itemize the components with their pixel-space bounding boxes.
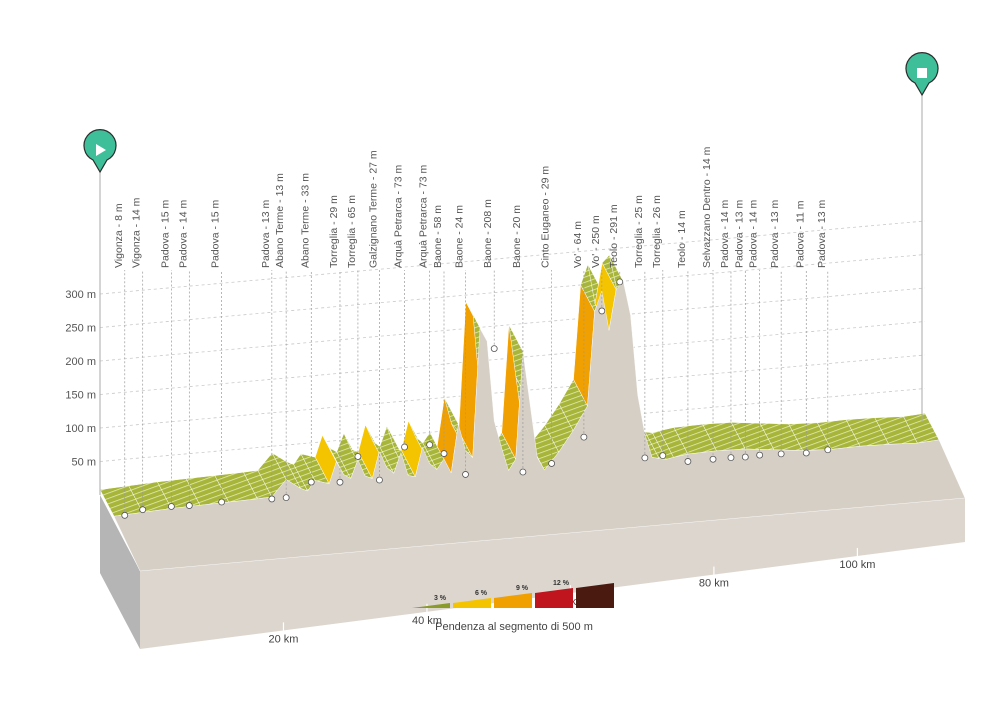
legend-percent: 3 %	[434, 595, 447, 602]
waypoint-dot	[185, 502, 193, 509]
waypoint-label: Abano Terme - 13 m	[274, 173, 286, 268]
waypoint-dot	[167, 503, 175, 510]
waypoint-dot	[616, 278, 624, 286]
waypoint-dot	[401, 443, 408, 451]
waypoint-label: Baone - 20 m	[511, 205, 523, 268]
waypoint-label: Abano Terme - 33 m	[299, 173, 311, 268]
waypoint-label: Arquà Petrarca - 73 m	[393, 164, 405, 268]
waypoint-dot	[824, 446, 832, 454]
waypoint-dot	[336, 478, 344, 486]
waypoint-label: Padova - 13 m	[769, 199, 781, 268]
waypoint-label: Torreglia - 29 m	[328, 195, 340, 268]
y-tick-label: 100 m	[65, 423, 96, 435]
waypoint-dot	[548, 460, 556, 467]
waypoint-dot	[756, 451, 764, 459]
waypoint-label: Teolo - 291 m	[608, 204, 620, 268]
waypoint-label: Galzignano Terme - 27 m	[367, 150, 379, 268]
legend-swatch	[535, 588, 573, 608]
profile-front-face	[113, 281, 966, 572]
waypoint-label: Baone - 24 m	[454, 205, 466, 268]
waypoint-dot	[121, 511, 129, 519]
legend-swatch	[576, 583, 614, 608]
waypoint-dot	[802, 449, 810, 457]
waypoint-dot	[741, 453, 749, 461]
x-tick-label: 20 km	[268, 633, 298, 645]
waypoint-dot	[684, 458, 692, 465]
grid-line	[99, 220, 926, 295]
waypoint-dot	[727, 454, 735, 462]
waypoint-label: Padova - 14 m	[719, 199, 731, 268]
y-axis: 50 m 100 m 150 m 200 m 250 m 300 m	[65, 289, 96, 469]
waypoint-label: Padova - 14 m	[748, 199, 760, 268]
waypoint-dot	[139, 506, 147, 514]
waypoint-dot	[440, 450, 448, 457]
legend-percent: 12 %	[553, 580, 570, 587]
x-tick-label: 40 km	[412, 615, 442, 627]
waypoint-label: Teolo - 14 m	[676, 210, 688, 268]
waypoint-label: Vo' - 250 m	[590, 215, 602, 268]
y-tick-label: 50 m	[72, 457, 96, 469]
stop-icon	[917, 68, 927, 78]
y-tick-label: 150 m	[65, 390, 96, 402]
waypoint-label: Vigonza - 14 m	[131, 197, 143, 268]
x-tick-label: 80 km	[699, 578, 729, 590]
waypoint-label: Baone - 58 m	[432, 205, 444, 268]
profile-layer	[99, 254, 966, 572]
legend-swatch	[494, 593, 532, 608]
legend: 3 % 6 % 9 % 12 % Pendenza al segmento di 500…	[412, 580, 614, 633]
waypoint-dot	[282, 494, 290, 502]
start-finish-markers	[83, 52, 939, 495]
waypoint-dot	[709, 455, 717, 463]
waypoint-dot	[268, 495, 276, 503]
y-tick-label: 250 m	[65, 323, 96, 335]
waypoint-label: Torreglia - 25 m	[633, 195, 645, 268]
waypoint-dot	[218, 498, 226, 506]
waypoint-label: Padova - 13 m	[260, 199, 272, 268]
grid-line	[99, 254, 926, 328]
waypoint-dot	[519, 468, 527, 476]
waypoint-dot	[777, 450, 785, 458]
base-front	[140, 498, 965, 649]
waypoint-label: Padova - 15 m	[159, 199, 171, 268]
waypoint-dot	[490, 345, 498, 352]
waypoint-layer: Vigonza - 8 m Vigonza - 14 m Padova - 15 m…	[113, 146, 832, 519]
y-tick-label: 200 m	[65, 356, 96, 368]
waypoint-label: Cinto Euganeo - 29 m	[540, 166, 552, 268]
legend-swatch	[412, 603, 450, 608]
waypoint-label: Padova - 11 m	[794, 200, 806, 268]
waypoint-label: Selvazzano Dentro - 14 m	[701, 146, 713, 268]
waypoint-dot	[580, 433, 588, 441]
play-icon	[96, 144, 106, 156]
grid-line	[99, 287, 926, 362]
waypoint-label: Vigonza - 8 m	[113, 203, 125, 268]
waypoint-label: Padova - 14 m	[177, 199, 189, 268]
x-tick-label: 100 km	[839, 559, 875, 571]
waypoint-dot	[598, 307, 606, 315]
waypoint-label: Torreglia - 26 m	[651, 195, 663, 268]
profile-base	[100, 495, 965, 649]
y-tick-label: 300 m	[65, 289, 96, 301]
waypoint-label: Padova - 13 m	[733, 199, 745, 268]
waypoint-label: Arquà Petrarca - 73 m	[418, 164, 430, 268]
waypoint-dot	[354, 453, 362, 460]
waypoint-dot	[659, 452, 667, 460]
waypoint-dot	[462, 471, 469, 478]
waypoint-dot	[641, 454, 649, 462]
waypoint-label: Torreglia - 65 m	[346, 195, 358, 268]
waypoint-label: Vo' - 64 m	[572, 221, 584, 268]
waypoint-dot	[426, 441, 434, 449]
waypoint-label: Baone - 208 m	[482, 199, 494, 268]
waypoint-dot	[376, 476, 383, 484]
waypoint-dot	[307, 478, 315, 486]
waypoint-label: Padova - 13 m	[816, 199, 828, 268]
legend-swatch	[453, 598, 491, 608]
legend-percent: 9 %	[516, 585, 529, 592]
legend-percent: 6 %	[475, 590, 488, 597]
base-left-side	[100, 495, 140, 649]
legend-title: Pendenza al segmento di 500 m	[435, 621, 593, 633]
waypoint-label: Padova - 15 m	[210, 199, 222, 268]
